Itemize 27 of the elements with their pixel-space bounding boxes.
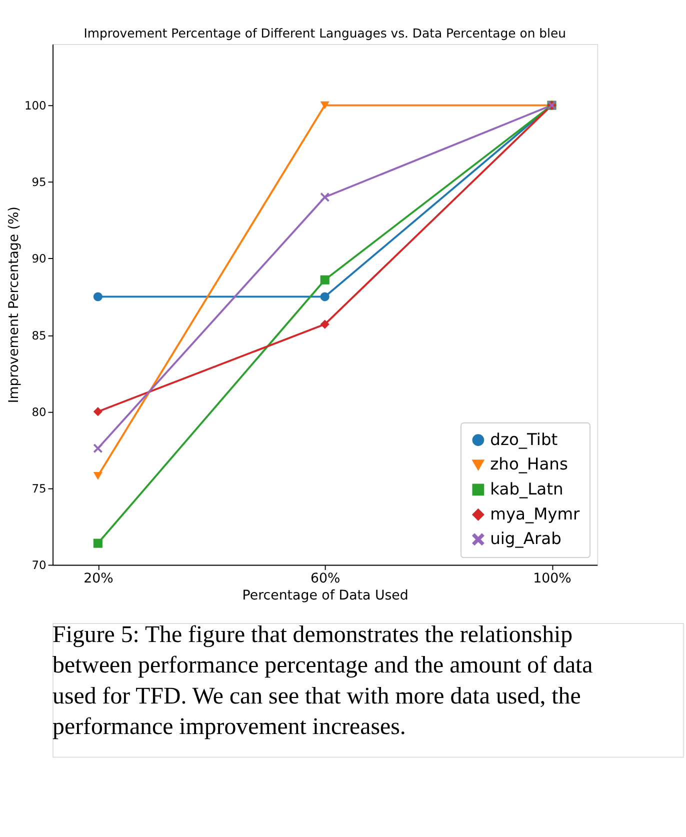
- y-tick-label: 85: [32, 328, 46, 342]
- legend-label: uig_Arab: [490, 529, 562, 548]
- y-tick-label: 70: [32, 558, 46, 572]
- point: [93, 292, 102, 302]
- legend-label: mya_Mymr: [490, 504, 580, 524]
- point: [320, 292, 330, 302]
- y-axis-title: Improvement Percentage (%): [6, 206, 22, 404]
- y-tick-label: 90: [32, 252, 46, 266]
- y-tick-label: 100: [24, 98, 46, 113]
- y-tick-label: 80: [32, 404, 46, 419]
- x-tick-label: 20%: [84, 571, 114, 586]
- x-axis-title: Percentage of Data Used: [242, 588, 408, 604]
- chart-title: Improvement Percentage of Different Languages vs. Data Percentage on bleu: [84, 25, 566, 40]
- caption: Figure 5: The figure that demonstrates the relationship between performance percentage and the amount of data used for TFD. We can see that with more data used, the performance improvement increases.: [52, 622, 594, 740]
- point: [93, 407, 102, 416]
- legend-label: dzo_Tibt: [490, 430, 558, 449]
- legend-label: kab_Latn: [490, 480, 564, 499]
- y-tick-label: 95: [32, 175, 46, 190]
- x-tick-label: 100%: [533, 571, 572, 586]
- x-tick-label: 60%: [310, 571, 340, 586]
- point: [320, 192, 330, 202]
- y-tick-label: 75: [32, 481, 46, 496]
- point: [320, 275, 330, 284]
- point: [320, 320, 330, 329]
- legend-label: zho_Hans: [490, 454, 568, 474]
- point: [93, 444, 102, 453]
- point: [93, 538, 102, 548]
